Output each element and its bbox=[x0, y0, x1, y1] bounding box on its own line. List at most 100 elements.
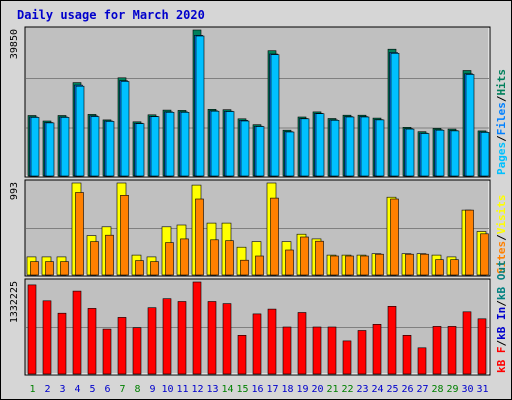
bar-kbytes-kb-f-day-1 bbox=[27, 284, 37, 375]
bar-hits-files-pages-pages-day-4 bbox=[75, 85, 85, 177]
bar-visits-sites-sites-day-10 bbox=[165, 242, 174, 276]
x-tick-label-day-20: 20 bbox=[311, 384, 323, 395]
legend-item-kb-in: kB In bbox=[495, 307, 508, 340]
bar-visits-sites-sites-day-2 bbox=[45, 261, 54, 276]
bar-kbytes-kb-f-day-23 bbox=[357, 330, 367, 375]
bar-visits-sites-sites-day-19 bbox=[300, 236, 309, 276]
bar-kbytes-kb-f-day-7 bbox=[117, 317, 127, 375]
x-tick-label-day-2: 2 bbox=[44, 384, 50, 395]
bar-hits-files-pages-pages-day-7 bbox=[120, 81, 130, 177]
bar-visits-sites-sites-day-20 bbox=[315, 240, 324, 276]
bar-visits-sites-sites-day-8 bbox=[135, 260, 144, 276]
x-tick-label-day-8: 8 bbox=[134, 384, 140, 395]
legend-separator: / bbox=[495, 340, 508, 347]
bar-hits-files-pages-pages-day-9 bbox=[150, 116, 160, 177]
bar-kbytes-kb-f-day-6 bbox=[102, 328, 112, 375]
legend-item-visits: Visits bbox=[495, 195, 508, 235]
y-max-label-3: 1332225 bbox=[9, 281, 20, 323]
bar-kbytes-kb-f-day-22 bbox=[342, 340, 352, 375]
bar-visits-sites-sites-day-30 bbox=[465, 209, 474, 276]
legend-separator: / bbox=[495, 300, 508, 307]
x-tick-label-day-4: 4 bbox=[74, 384, 80, 395]
bar-visits-sites-sites-day-13 bbox=[210, 239, 219, 276]
bar-kbytes-kb-f-day-17 bbox=[267, 308, 277, 375]
bar-hits-files-pages-pages-day-17 bbox=[270, 54, 280, 177]
bar-visits-sites-sites-day-7 bbox=[120, 195, 129, 276]
bar-kbytes-kb-f-day-5 bbox=[87, 308, 97, 375]
x-tick-label-day-17: 17 bbox=[266, 384, 278, 395]
bar-visits-sites-sites-day-24 bbox=[375, 253, 384, 276]
bar-visits-sites-sites-day-6 bbox=[105, 234, 114, 276]
legend-item-pages: Pages bbox=[495, 142, 508, 175]
bar-visits-sites-sites-day-25 bbox=[390, 198, 399, 276]
bar-kbytes-kb-f-day-13 bbox=[207, 301, 217, 375]
bar-kbytes-kb-f-day-25 bbox=[387, 305, 397, 375]
bar-hits-files-pages-pages-day-27 bbox=[420, 133, 430, 177]
bar-hits-files-pages-pages-day-1 bbox=[30, 117, 40, 177]
bar-hits-files-pages-pages-day-16 bbox=[255, 126, 265, 177]
bar-hits-files-pages-pages-day-19 bbox=[300, 118, 310, 177]
bar-hits-files-pages-pages-day-20 bbox=[315, 113, 325, 177]
bar-hits-files-pages-pages-day-25 bbox=[390, 52, 400, 177]
bar-visits-sites-sites-day-12 bbox=[195, 198, 204, 276]
bar-visits-sites-sites-day-28 bbox=[435, 259, 444, 276]
x-tick-label-day-22: 22 bbox=[341, 384, 353, 395]
x-tick-label-day-28: 28 bbox=[431, 384, 443, 395]
bar-visits-sites-sites-day-4 bbox=[75, 192, 84, 276]
legend-visits-sites: Sites/Visits bbox=[495, 195, 508, 275]
legend-item-files: Files bbox=[495, 102, 508, 135]
bar-kbytes-kb-f-day-27 bbox=[417, 347, 427, 375]
bar-visits-sites-sites-day-9 bbox=[150, 261, 159, 276]
bar-hits-files-pages-pages-day-21 bbox=[330, 120, 340, 177]
bar-visits-sites-sites-day-21 bbox=[330, 255, 339, 276]
bar-hits-files-pages-pages-day-8 bbox=[135, 123, 145, 177]
x-tick-label-day-13: 13 bbox=[206, 384, 218, 395]
bar-kbytes-kb-f-day-31 bbox=[477, 318, 487, 375]
bar-kbytes-kb-f-day-16 bbox=[252, 313, 262, 375]
bar-hits-files-pages-pages-day-2 bbox=[45, 122, 55, 177]
x-tick-label-day-30: 30 bbox=[461, 384, 473, 395]
bar-kbytes-kb-f-day-12 bbox=[192, 281, 202, 375]
bar-hits-files-pages-pages-day-30 bbox=[465, 74, 475, 177]
bar-visits-sites-sites-day-14 bbox=[225, 240, 234, 276]
bar-visits-sites-sites-day-5 bbox=[90, 241, 99, 276]
legend-item-kb-f: kB F bbox=[495, 347, 508, 374]
x-tick-label-day-6: 6 bbox=[104, 384, 110, 395]
bar-visits-sites-sites-day-11 bbox=[180, 238, 189, 276]
x-tick-label-day-12: 12 bbox=[191, 384, 203, 395]
bar-visits-sites-sites-day-23 bbox=[360, 255, 369, 276]
x-tick-label-day-19: 19 bbox=[296, 384, 308, 395]
bar-kbytes-kb-f-day-11 bbox=[177, 301, 187, 375]
bar-hits-files-pages-pages-day-29 bbox=[450, 130, 460, 177]
bar-hits-files-pages-pages-day-5 bbox=[90, 116, 100, 177]
x-tick-label-day-7: 7 bbox=[119, 384, 125, 395]
legend-hits-files-pages: Pages/Files/Hits bbox=[495, 69, 508, 175]
x-tick-label-day-11: 11 bbox=[176, 384, 188, 395]
legend-separator: / bbox=[495, 95, 508, 102]
x-tick-label-day-5: 5 bbox=[89, 384, 95, 395]
x-tick-label-day-27: 27 bbox=[416, 384, 428, 395]
bar-kbytes-kb-f-day-10 bbox=[162, 298, 172, 375]
x-tick-label-day-29: 29 bbox=[446, 384, 458, 395]
bar-hits-files-pages-pages-day-10 bbox=[165, 112, 175, 177]
bar-hits-files-pages-pages-day-11 bbox=[180, 112, 190, 177]
bar-kbytes-kb-f-day-8 bbox=[132, 327, 142, 375]
bar-visits-sites-sites-day-27 bbox=[420, 253, 429, 276]
x-tick-label-day-9: 9 bbox=[149, 384, 155, 395]
y-max-label-1: 39850 bbox=[9, 29, 20, 59]
chart-title: Daily usage for March 2020 bbox=[17, 8, 205, 22]
bar-visits-sites-sites-day-26 bbox=[405, 253, 414, 276]
x-tick-label-day-10: 10 bbox=[161, 384, 173, 395]
legend-separator: / bbox=[495, 234, 508, 241]
bar-hits-files-pages-pages-day-3 bbox=[60, 117, 70, 177]
x-tick-label-day-15: 15 bbox=[236, 384, 248, 395]
legend-kbytes: kB F/kB In/kB Out bbox=[495, 260, 508, 373]
bar-visits-sites-sites-day-1 bbox=[30, 261, 39, 276]
bar-hits-files-pages-pages-day-23 bbox=[360, 116, 370, 177]
x-tick-label-day-1: 1 bbox=[29, 384, 35, 395]
bar-hits-files-pages-pages-day-22 bbox=[345, 116, 355, 177]
bar-kbytes-kb-f-day-18 bbox=[282, 326, 292, 375]
bar-kbytes-kb-f-day-29 bbox=[447, 326, 457, 375]
bar-kbytes-kb-f-day-26 bbox=[402, 334, 412, 375]
